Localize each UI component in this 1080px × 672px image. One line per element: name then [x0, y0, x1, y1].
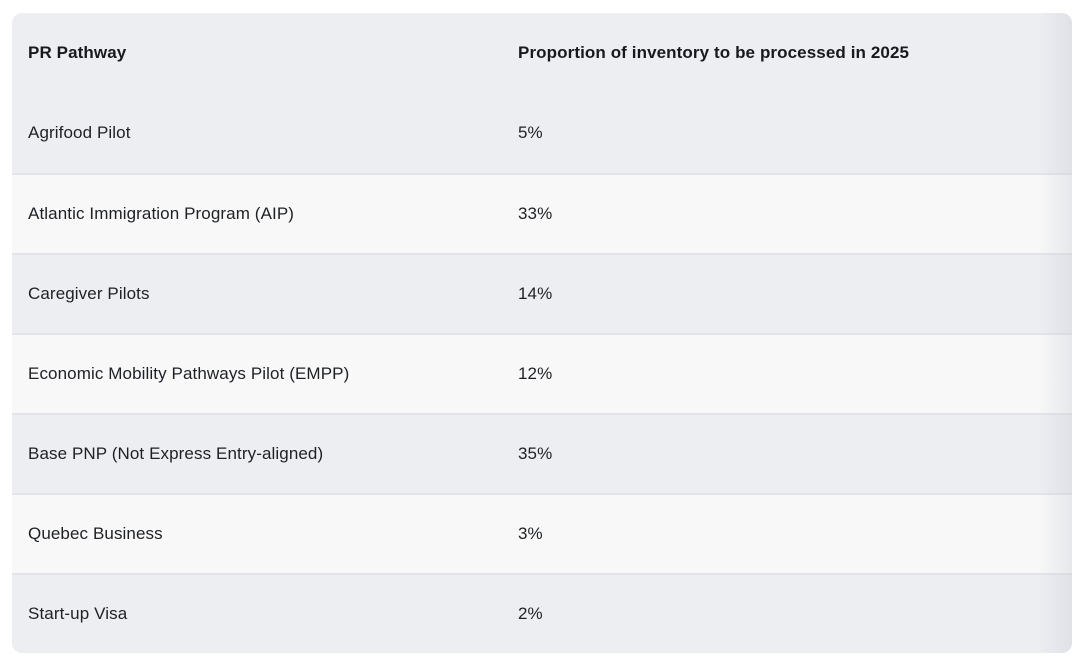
pathway-cell: Atlantic Immigration Program (AIP)	[28, 204, 295, 223]
proportion-cell: 12%	[518, 364, 553, 383]
pathway-cell: Economic Mobility Pathways Pilot (EMPP)	[28, 364, 350, 383]
proportion-cell: 2%	[518, 604, 543, 623]
proportion-cell: 14%	[518, 284, 553, 303]
pathway-cell: Quebec Business	[28, 524, 163, 543]
table-header-row: PR Pathway Proportion of inventory to be…	[12, 13, 1072, 93]
pathway-cell: Start-up Visa	[28, 604, 128, 623]
table-row: Economic Mobility Pathways Pilot (EMPP) …	[12, 333, 1072, 413]
column-header-proportion: Proportion of inventory to be processed …	[518, 43, 910, 62]
proportion-cell: 5%	[518, 123, 543, 142]
table-row: Quebec Business 3%	[12, 493, 1072, 573]
pathway-cell: Agrifood Pilot	[28, 123, 131, 142]
pathway-cell: Caregiver Pilots	[28, 284, 150, 303]
pr-pathway-table: PR Pathway Proportion of inventory to be…	[12, 13, 1072, 653]
column-header-pr-pathway: PR Pathway	[28, 43, 127, 62]
table-row: Atlantic Immigration Program (AIP) 33%	[12, 173, 1072, 253]
table-body: Agrifood Pilot 5% Atlantic Immigration P…	[12, 93, 1072, 653]
proportion-cell: 33%	[518, 204, 553, 223]
proportion-cell: 35%	[518, 444, 553, 463]
table-row: Start-up Visa 2%	[12, 573, 1072, 653]
table-row: Base PNP (Not Express Entry-aligned) 35%	[12, 413, 1072, 493]
pathway-cell: Base PNP (Not Express Entry-aligned)	[28, 444, 324, 463]
table-row: Agrifood Pilot 5%	[12, 93, 1072, 173]
proportion-cell: 3%	[518, 524, 543, 543]
table-row: Caregiver Pilots 14%	[12, 253, 1072, 333]
